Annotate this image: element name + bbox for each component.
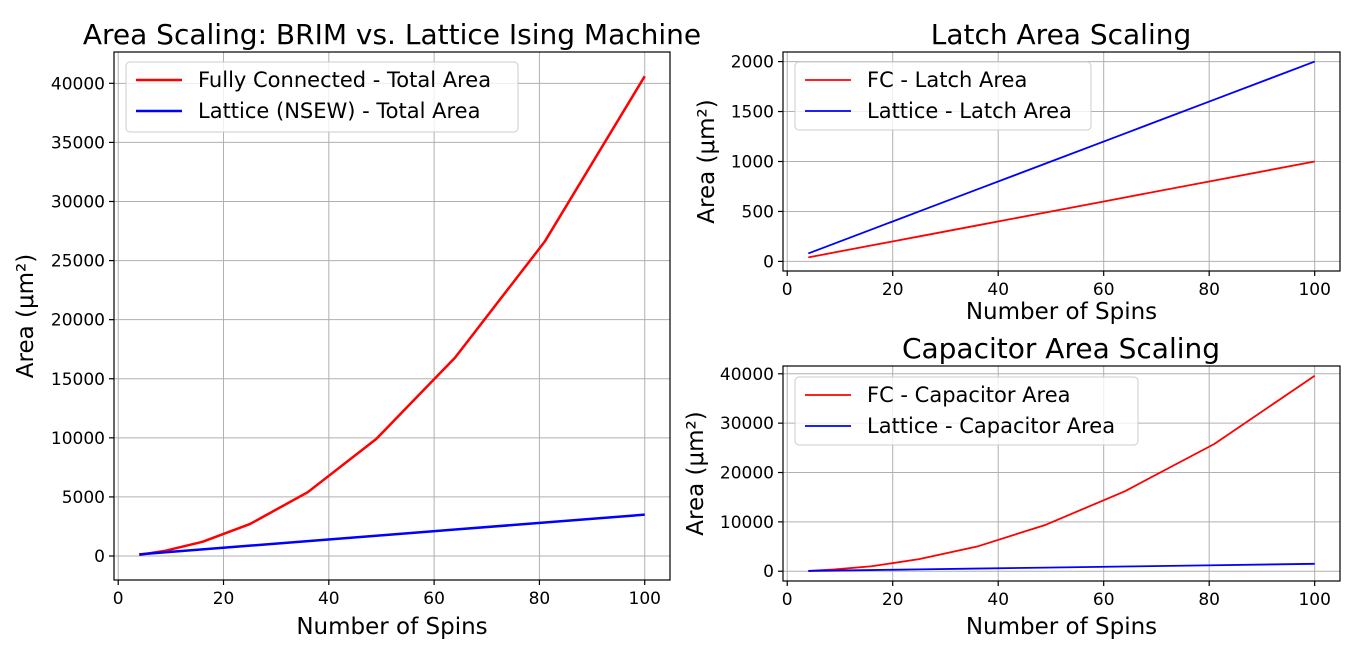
y-tick-label: 0	[763, 562, 774, 582]
chart-title: Area Scaling: BRIM vs. Lattice Ising Mac…	[83, 18, 701, 51]
legend: FC - Capacitor Area Lattice - Capacitor A…	[794, 376, 1139, 446]
y-tick-label: 15000	[51, 370, 105, 390]
axes-frame	[113, 51, 671, 581]
series-line-2	[139, 513, 645, 556]
y-tick-label: 40000	[51, 74, 105, 94]
series-line-2	[808, 60, 1315, 255]
x-tick-label: 80	[1198, 590, 1220, 610]
y-tick-label: 30000	[720, 414, 774, 434]
legend: Fully Connected - Total Area Lattice (NSE…	[125, 61, 519, 133]
x-tick-label: 0	[782, 280, 793, 300]
x-tick-label: 0	[113, 589, 124, 609]
y-tick-label: 35000	[51, 133, 105, 153]
y-tick-label: 40000	[720, 365, 774, 385]
legend-box	[125, 61, 519, 133]
legend-label-2: Lattice - Latch Area	[867, 99, 1072, 123]
x-tick-label: 40	[318, 589, 340, 609]
y-tick-label: 2000	[731, 53, 774, 73]
y-tick-label: 10000	[720, 513, 774, 533]
chart-title: Capacitor Area Scaling	[902, 332, 1220, 365]
plot-area	[114, 52, 670, 580]
y-axis-label: Area (μm²)	[683, 411, 709, 535]
y-tick-label: 20000	[51, 311, 105, 331]
x-tick-label: 20	[882, 590, 904, 610]
legend: FC - Latch Area Lattice - Latch Area	[794, 61, 1092, 131]
y-tick-label: 5000	[62, 488, 105, 508]
legend-label-2: Lattice (NSEW) - Total Area	[198, 99, 480, 123]
x-tick-label: 60	[423, 589, 445, 609]
y-tick-label: 30000	[51, 192, 105, 212]
y-tick-label: 500	[742, 202, 774, 222]
legend-label-1: Fully Connected - Total Area	[198, 68, 491, 92]
legend-box	[794, 61, 1092, 131]
legend-label-1: FC - Latch Area	[867, 68, 1027, 92]
x-tick-label: 100	[1298, 280, 1330, 300]
x-tick-label: 80	[529, 589, 551, 609]
x-tick-label: 60	[1093, 590, 1115, 610]
x-tick-label: 20	[882, 280, 904, 300]
y-tick-label: 10000	[51, 429, 105, 449]
legend-label-1: FC - Capacitor Area	[867, 383, 1071, 407]
chart-3: 0 20 40 60 80 100 0 10000 20000 30000 40000 Capacit…	[683, 332, 1341, 640]
y-axis-label: Area (μm²)	[13, 254, 39, 378]
x-tick-label: 80	[1198, 280, 1220, 300]
series-line-1	[139, 75, 646, 557]
x-tick-label: 40	[987, 590, 1009, 610]
y-tick-label: 1000	[731, 153, 774, 173]
legend-label-2: Lattice - Capacitor Area	[867, 414, 1115, 438]
x-axis-label: Number of Spins	[966, 614, 1157, 640]
x-axis-label: Number of Spins	[296, 614, 487, 640]
series-line-1	[808, 160, 1315, 259]
x-tick-label: 20	[213, 589, 235, 609]
axes-frame	[782, 365, 1341, 582]
series-line-1	[808, 375, 1316, 572]
chart-title: Latch Area Scaling	[931, 18, 1192, 51]
x-tick-label: 100	[629, 589, 661, 609]
x-tick-label: 40	[987, 280, 1009, 300]
x-tick-label: 100	[1298, 590, 1330, 610]
x-tick-label: 60	[1093, 280, 1115, 300]
y-tick-label: 0	[763, 252, 774, 272]
y-tick-label: 1500	[731, 103, 774, 123]
x-axis-label: Number of Spins	[966, 299, 1157, 325]
legend-box	[794, 376, 1139, 446]
y-axis-label: Area (μm²)	[694, 99, 720, 223]
y-tick-label: 0	[94, 547, 105, 567]
y-tick-label: 20000	[720, 464, 774, 484]
chart-1: 0 20 40 60 80 100 0 5000 10000 15000 20000 25000 300…	[13, 18, 701, 640]
y-tick-label: 25000	[51, 252, 105, 272]
series-line-2	[808, 562, 1315, 572]
x-tick-label: 0	[782, 590, 793, 610]
